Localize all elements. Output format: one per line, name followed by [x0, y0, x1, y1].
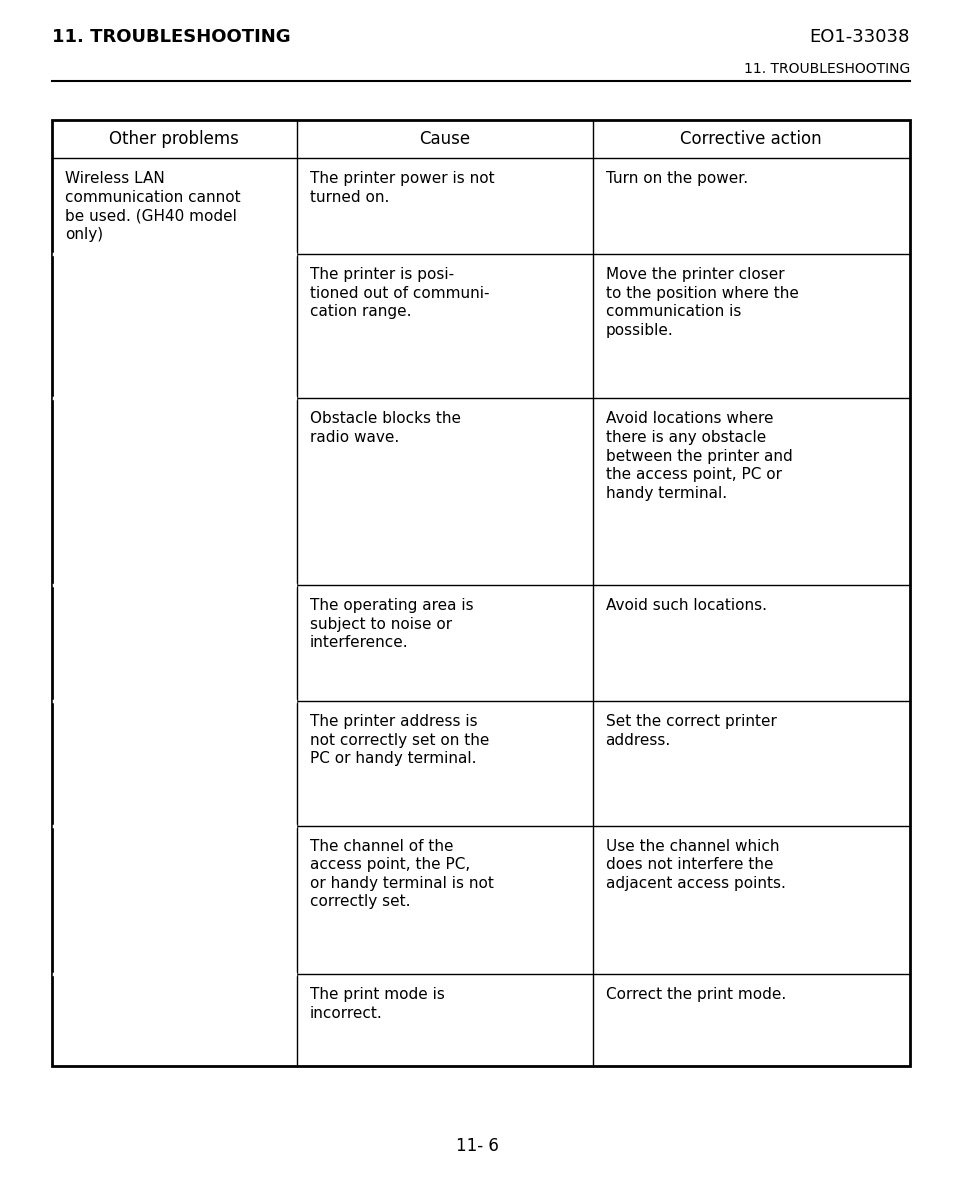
Text: Wireless LAN
communication cannot
be used. (GH40 model
only): Wireless LAN communication cannot be use…: [65, 171, 240, 242]
Text: Corrective action: Corrective action: [679, 131, 821, 149]
Text: 11. TROUBLESHOOTING: 11. TROUBLESHOOTING: [52, 28, 291, 46]
Text: The operating area is
subject to noise or
interference.: The operating area is subject to noise o…: [309, 598, 473, 651]
Text: 11- 6: 11- 6: [456, 1137, 497, 1155]
Text: Correct the print mode.: Correct the print mode.: [605, 987, 785, 1002]
Text: Other problems: Other problems: [110, 131, 239, 149]
Text: The channel of the
access point, the PC,
or handy terminal is not
correctly set.: The channel of the access point, the PC,…: [309, 839, 493, 909]
Text: 11. TROUBLESHOOTING: 11. TROUBLESHOOTING: [743, 62, 909, 75]
Text: The print mode is
incorrect.: The print mode is incorrect.: [309, 987, 444, 1021]
Text: Obstacle blocks the
radio wave.: Obstacle blocks the radio wave.: [309, 411, 460, 444]
Text: Avoid locations where
there is any obstacle
between the printer and
the access p: Avoid locations where there is any obsta…: [605, 411, 791, 501]
Bar: [52, 120, 909, 1066]
Text: Use the channel which
does not interfere the
adjacent access points.: Use the channel which does not interfere…: [605, 839, 784, 891]
Text: Set the correct printer
address.: Set the correct printer address.: [605, 714, 776, 748]
Text: Cause: Cause: [418, 131, 470, 149]
Text: Turn on the power.: Turn on the power.: [605, 171, 747, 186]
Text: The printer address is
not correctly set on the
PC or handy terminal.: The printer address is not correctly set…: [309, 714, 488, 767]
Text: Avoid such locations.: Avoid such locations.: [605, 598, 766, 613]
Text: The printer is posi-
tioned out of communi-
cation range.: The printer is posi- tioned out of commu…: [309, 267, 489, 320]
Text: The printer power is not
turned on.: The printer power is not turned on.: [309, 171, 494, 205]
Text: EO1-33038: EO1-33038: [809, 28, 909, 46]
Text: Move the printer closer
to the position where the
communication is
possible.: Move the printer closer to the position …: [605, 267, 798, 338]
